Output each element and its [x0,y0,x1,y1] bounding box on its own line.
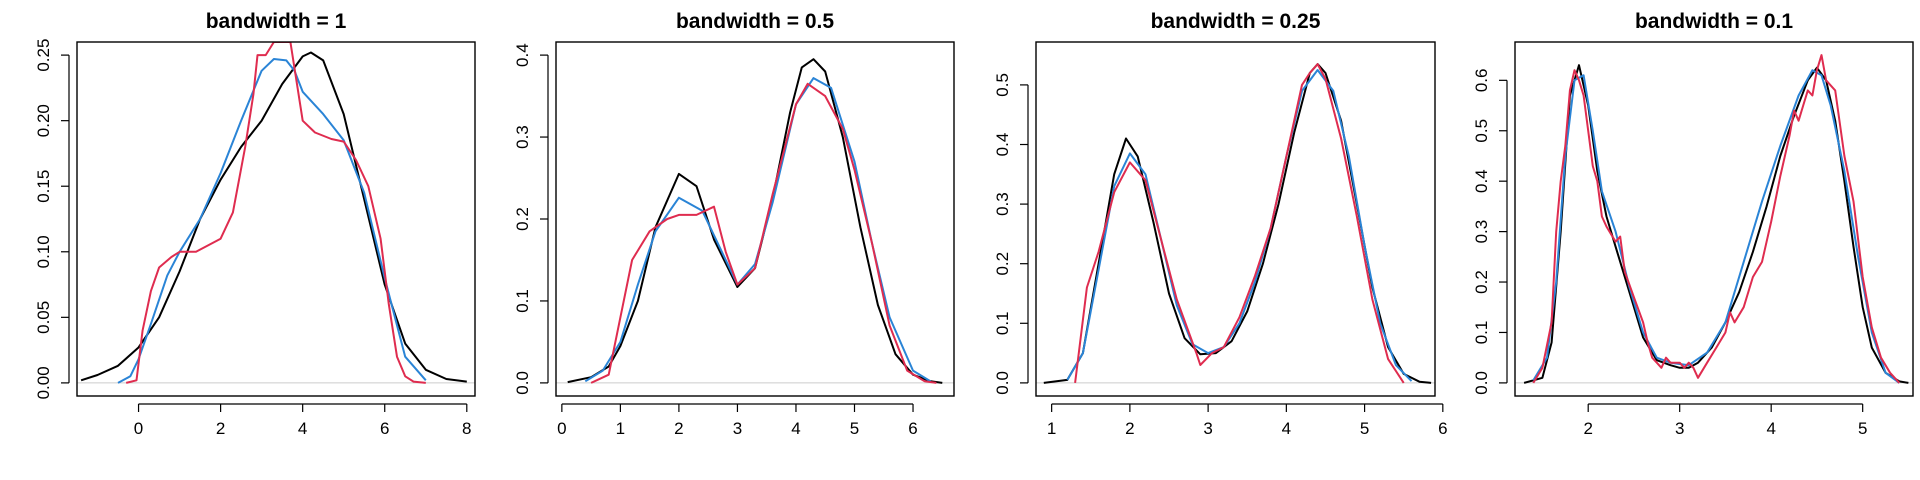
y-tick-label: 0.2 [513,207,532,231]
density-curve-red [1074,63,1405,384]
y-tick-label: 0.1 [513,289,532,313]
density-curve-red [590,82,937,384]
chart-title: bandwidth = 0.1 [1635,10,1793,33]
plot-frame [1035,41,1436,397]
y-tick-label: 0.10 [34,235,53,268]
y-tick-label: 0.4 [513,43,532,67]
y-tick-label: 0.1 [993,311,1012,335]
x-tick-label: 2 [674,419,683,438]
plot-frame [76,41,476,397]
y-tick-label: 0.20 [34,104,53,137]
density-curve-blue [1066,69,1413,382]
x-tick-label: 4 [1766,419,1775,438]
x-tick-label: 3 [733,419,742,438]
y-tick-label: 0.2 [993,252,1012,276]
x-tick-label: 6 [1438,419,1447,438]
x-tick-label: 6 [908,419,917,438]
plot-frame [555,41,955,397]
chart-title: bandwidth = 1 [206,10,347,33]
x-tick-label: 6 [380,419,389,438]
x-tick-label: 5 [1858,419,1867,438]
density-curve-red [1532,54,1901,384]
chart-title: bandwidth = 0.5 [676,10,834,33]
y-tick-label: 0.25 [34,39,53,72]
density-curve-black [1523,64,1909,384]
density-curve-black [567,58,943,384]
x-tick-label: 5 [1360,419,1369,438]
y-tick-label: 0.1 [1472,321,1491,345]
x-tick-label: 4 [1282,419,1291,438]
density-curve-red [125,42,426,384]
x-tick-label: 0 [557,419,566,438]
y-tick-label: 0.3 [993,192,1012,216]
y-tick-label: 0.05 [34,301,53,334]
x-tick-label: 2 [216,419,225,438]
x-tick-label: 8 [462,419,471,438]
density-curve-blue [117,58,427,384]
y-tick-label: 0.5 [993,73,1012,97]
density-curve-black [80,51,467,383]
y-tick-label: 0.0 [513,371,532,395]
y-tick-label: 0.4 [993,133,1012,157]
chart-panel-3: bandwidth = 0.25 1 2 3 4 5 6 0.0 0.1 0.2 0.3 0.4 0.5 [993,10,1448,438]
x-tick-label: 2 [1583,419,1592,438]
y-tick-label: 0.5 [1472,119,1491,143]
chart-panel-4: bandwidth = 0.1 2 3 4 5 0.0 0.1 0.2 0.3 0.4 0.5 0.6 [1472,10,1914,438]
x-tick-label: 1 [1047,419,1056,438]
x-tick-label: 4 [298,419,307,438]
y-tick-label: 0.15 [34,170,53,203]
x-tick-label: 1 [616,419,625,438]
plot-frame [1514,41,1914,397]
y-tick-label: 0.3 [513,125,532,149]
chart-panel-1: bandwidth = 1 0 2 4 6 8 0.00 0.05 0.10 0.15 0.20 0.… [34,10,476,438]
x-tick-label: 2 [1125,419,1134,438]
y-tick-label: 0.3 [1472,220,1491,244]
y-tick-label: 0.00 [34,366,53,399]
x-tick-label: 0 [134,419,143,438]
x-tick-label: 4 [791,419,800,438]
y-tick-label: 0.4 [1472,169,1491,193]
density-curve-black [1043,63,1432,384]
chart-title: bandwidth = 0.25 [1151,10,1321,33]
x-tick-label: 5 [850,419,859,438]
y-tick-label: 0.2 [1472,270,1491,294]
x-tick-label: 3 [1203,419,1212,438]
chart-panel-2: bandwidth = 0.5 0 1 2 3 4 5 6 0.0 0.1 0.2 0.3 0.4 [513,10,955,438]
y-tick-label: 0.6 [1472,69,1491,93]
density-curve-blue [584,77,932,383]
x-tick-label: 3 [1675,419,1684,438]
density-curve-blue [1532,69,1900,384]
y-tick-label: 0.0 [1472,371,1491,395]
y-tick-label: 0.0 [993,371,1012,395]
